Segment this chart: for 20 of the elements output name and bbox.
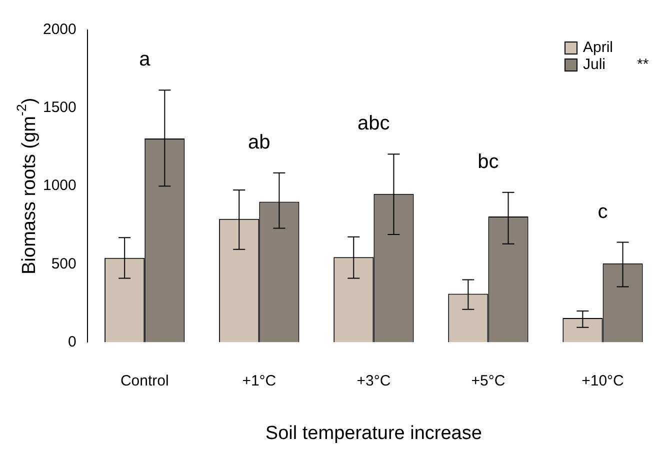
y-tick-label: 1500 bbox=[42, 99, 76, 116]
y-tick-label: 500 bbox=[51, 255, 76, 272]
annotation: a bbox=[139, 48, 152, 71]
x-tick-label: +10°C bbox=[582, 372, 624, 390]
annotation: bc bbox=[478, 150, 499, 173]
annotation: ab bbox=[248, 131, 270, 154]
y-tick-label: 1000 bbox=[42, 177, 76, 194]
y-tick-label: 0 bbox=[68, 333, 76, 350]
x-axis-title: Soil temperature increase bbox=[265, 422, 482, 444]
y-axis-title: Biomass roots (gm-2) bbox=[14, 98, 40, 274]
x-tick-label: +3°C bbox=[356, 372, 391, 390]
x-tick-label: Control bbox=[120, 372, 169, 390]
x-tick-label: +5°C bbox=[471, 372, 506, 390]
x-tick-label: +1°C bbox=[242, 372, 276, 390]
annotation: abc bbox=[358, 112, 390, 135]
legend-label: April bbox=[583, 39, 614, 56]
annotation: c bbox=[598, 200, 608, 223]
y-tick-label: 2000 bbox=[42, 21, 76, 38]
annotation: ** bbox=[637, 56, 649, 74]
legend-label: Juli bbox=[583, 56, 606, 74]
